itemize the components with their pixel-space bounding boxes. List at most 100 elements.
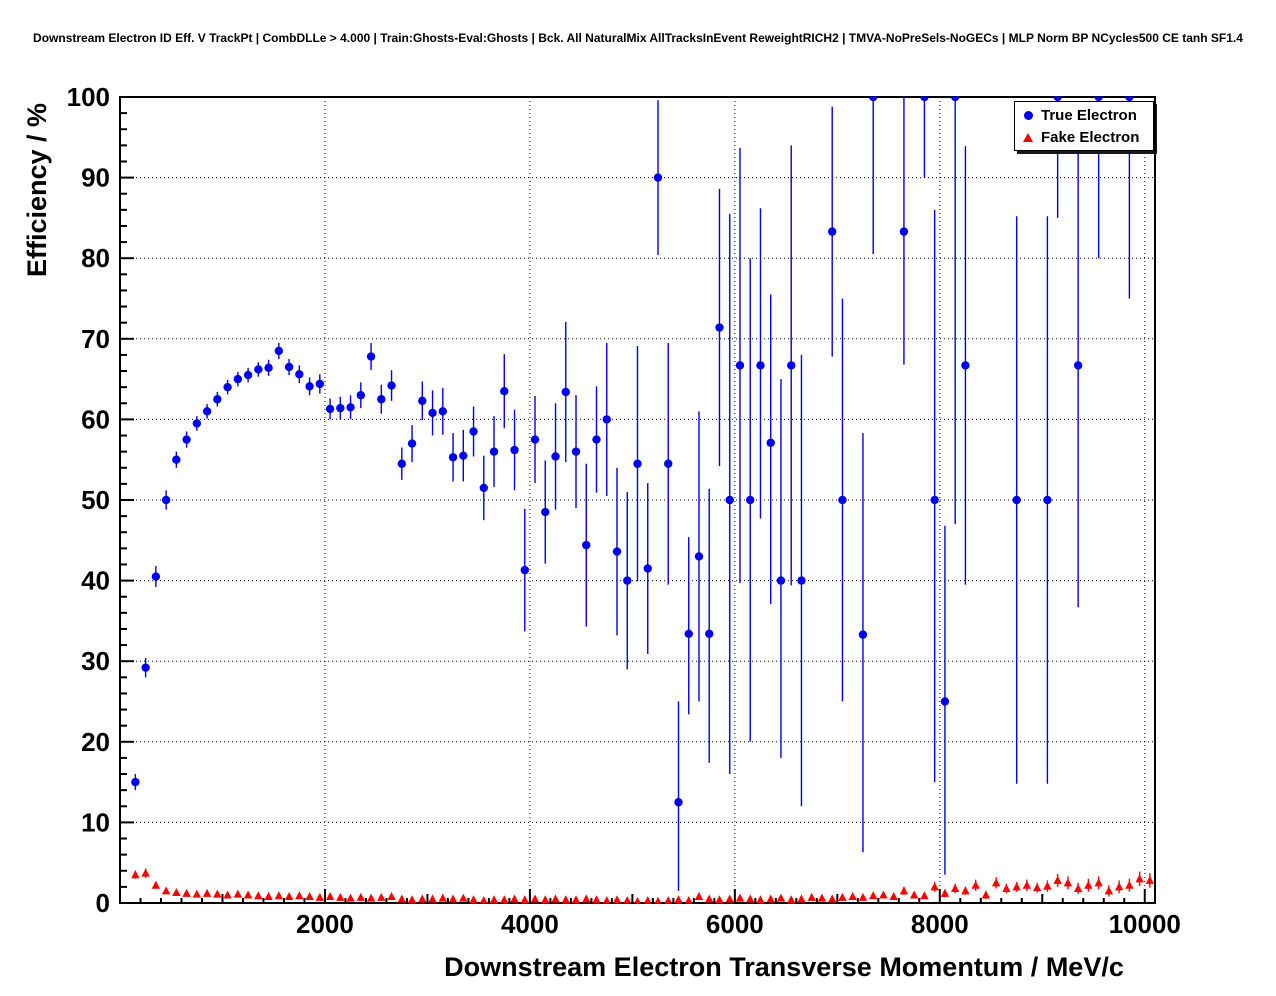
data-point (715, 323, 724, 332)
data-point (1135, 874, 1144, 883)
data-point (233, 374, 243, 384)
data-point (551, 894, 560, 903)
data-point (418, 396, 427, 406)
data-point (407, 439, 417, 448)
y-axis-title: Efficiency / % (22, 103, 52, 277)
data-point (469, 427, 478, 436)
data-point (192, 889, 202, 898)
data-point (530, 435, 540, 444)
data-point (766, 894, 775, 903)
data-point (459, 893, 468, 902)
data-point (848, 892, 857, 901)
data-point (787, 895, 796, 904)
true-electron-marker-icon (1023, 110, 1033, 120)
data-point (828, 227, 837, 236)
data-point (284, 362, 294, 372)
data-point (346, 893, 355, 902)
legend-label-fake-electron: Fake Electron (1041, 128, 1140, 146)
data-point (735, 893, 745, 902)
data-point (1032, 883, 1042, 892)
data-point (797, 576, 806, 585)
data-point (1053, 875, 1062, 884)
data-point (920, 96, 929, 102)
data-point (930, 882, 939, 891)
data-point (1002, 883, 1011, 892)
data-point (623, 576, 632, 585)
data-point (776, 893, 786, 902)
data-point (592, 435, 601, 444)
data-point (295, 891, 304, 900)
data-point (233, 889, 243, 898)
data-point (1084, 880, 1093, 889)
data-point (202, 888, 212, 897)
x-tick-label: 4000 (501, 909, 559, 939)
data-point (950, 883, 960, 892)
x-tick-label: 8000 (911, 909, 969, 939)
y-tick-label: 60 (81, 404, 110, 434)
data-point (336, 892, 345, 901)
data-point (899, 886, 909, 895)
data-point (705, 894, 714, 903)
data-point (889, 892, 898, 901)
data-point (1073, 883, 1083, 892)
data-point (633, 459, 642, 468)
y-tick-label: 10 (81, 807, 110, 837)
data-point (448, 453, 458, 462)
data-point (500, 895, 509, 904)
data-point (684, 629, 693, 638)
y-tick-label: 70 (81, 324, 110, 354)
y-tick-label: 50 (81, 485, 110, 515)
data-point (428, 408, 437, 418)
data-point (243, 890, 253, 899)
data-point (879, 890, 888, 899)
data-point (602, 896, 611, 904)
data-point (694, 892, 704, 901)
data-point (541, 507, 550, 517)
axis-ticks (119, 96, 1146, 904)
data-point (254, 891, 263, 900)
x-axis-title: Downstream Electron Transverse Momentum … (444, 952, 1124, 982)
data-point (694, 552, 704, 561)
data-point (1022, 880, 1032, 889)
data-point (161, 495, 171, 505)
data-point (582, 894, 591, 903)
data-point (254, 365, 263, 374)
data-point (858, 892, 868, 901)
data-point (571, 447, 581, 456)
data-point (1145, 875, 1155, 884)
data-point (561, 387, 570, 397)
data-point (305, 382, 314, 391)
data-point (500, 386, 509, 396)
data-point (151, 572, 161, 581)
data-point (192, 419, 202, 428)
data-point (172, 888, 181, 897)
data-point (202, 407, 212, 416)
data-point (264, 892, 273, 901)
data-point (674, 798, 683, 807)
data-point (746, 495, 755, 505)
data-point (448, 894, 458, 903)
data-point (459, 451, 468, 460)
data-point (541, 895, 550, 904)
data-point (756, 361, 765, 370)
data-point (991, 878, 1001, 887)
data-point (438, 893, 447, 902)
data-point (489, 447, 499, 456)
data-point (868, 891, 878, 900)
data-point (1043, 495, 1052, 505)
data-point (479, 896, 488, 904)
data-point (776, 576, 786, 585)
data-point (520, 895, 529, 904)
data-point (930, 495, 939, 505)
y-tick-label: 20 (81, 727, 110, 757)
data-point (213, 889, 222, 898)
data-point (634, 896, 641, 904)
series-true-electron (131, 96, 1134, 891)
data-point (407, 895, 417, 904)
data-point (356, 892, 366, 901)
x-tick-label: 2000 (296, 909, 354, 939)
plot-title: Downstream Electron ID Eff. V TrackPt | … (33, 31, 1243, 45)
data-point (909, 890, 919, 899)
data-point (725, 894, 734, 903)
data-point (387, 892, 396, 901)
